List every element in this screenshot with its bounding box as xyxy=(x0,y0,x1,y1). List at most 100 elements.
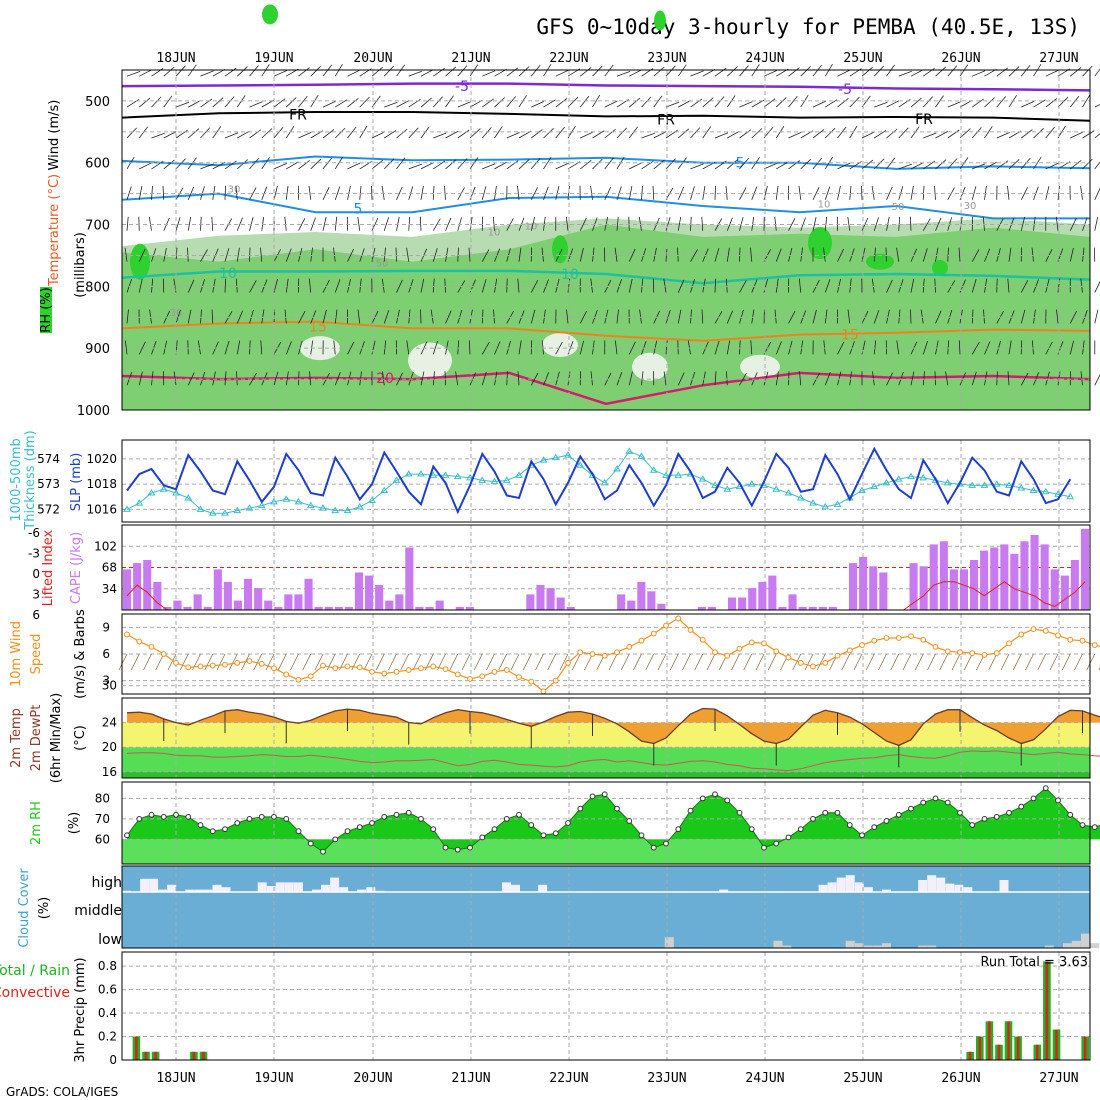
wind10m-barb xyxy=(816,653,826,671)
thickness-line-marker xyxy=(772,485,781,492)
wind-barb xyxy=(1045,371,1050,386)
wind-barb xyxy=(530,372,539,386)
wind-barb xyxy=(972,98,984,108)
upper-air-y-tick: 700 xyxy=(85,219,110,234)
wind-barb xyxy=(494,126,503,139)
wind10m-barb xyxy=(167,653,177,671)
wind10m-barb xyxy=(939,653,949,671)
rh2m-line-marker xyxy=(883,818,890,824)
wind-barb xyxy=(469,99,483,108)
wind-barb xyxy=(812,157,823,170)
cape-bar xyxy=(536,585,545,610)
temp2m-line xyxy=(126,707,1100,747)
lifted-y-tick: 0 xyxy=(32,567,40,581)
wind-barb xyxy=(543,309,546,324)
wind-barb xyxy=(396,372,403,386)
lifted-y-tick: 3 xyxy=(32,588,40,602)
wind-barb xyxy=(665,101,680,108)
rh2m-line-marker xyxy=(589,793,596,800)
rh2m-line-marker xyxy=(528,822,535,828)
cape-bar xyxy=(213,569,222,610)
wind10m-barb xyxy=(498,653,508,671)
wind-barb xyxy=(726,247,730,262)
precip-y-tick: 0.2 xyxy=(98,1030,117,1044)
wind-barb xyxy=(298,218,306,231)
wind-y-tick: 9 xyxy=(102,620,110,634)
cape-bar xyxy=(334,606,343,610)
wind-barb xyxy=(285,248,292,262)
cloud-low-bar xyxy=(872,945,882,948)
wind-barb xyxy=(151,160,164,170)
wind10m-line-marker xyxy=(454,671,461,678)
wind10m-line-marker xyxy=(993,650,1000,657)
thickness-line-marker xyxy=(747,480,756,487)
rh2m-line-marker xyxy=(859,832,865,839)
contour-label: 15 xyxy=(841,328,859,344)
wind-barb xyxy=(604,157,614,170)
contour-label: 30 xyxy=(964,201,977,212)
wind-barb xyxy=(690,186,695,200)
wind-barb xyxy=(935,66,947,77)
precip-y-tick: 0.8 xyxy=(98,959,117,973)
wind-barb xyxy=(823,340,826,355)
wind-barb xyxy=(775,341,782,355)
cloud-high-bar xyxy=(284,882,294,892)
wind-barb xyxy=(886,309,890,324)
precip-y-tick: 0 xyxy=(109,1053,117,1067)
wind10m-line-marker xyxy=(932,643,939,650)
wind-barb xyxy=(592,247,595,262)
rh-gap xyxy=(632,352,668,381)
axis-label-cloud-unit: (%) xyxy=(37,897,52,920)
wind10m-barb xyxy=(988,653,998,671)
wind-barb xyxy=(824,216,828,231)
wind-barb xyxy=(677,309,682,324)
wind-barb xyxy=(604,100,618,108)
cape-bar xyxy=(465,606,474,610)
date-label-bottom: 22JUN xyxy=(549,1071,588,1086)
wind10m-line-marker xyxy=(369,668,375,675)
wind-barb xyxy=(420,97,432,108)
axis-label-wind: Wind (m/s) xyxy=(47,100,62,171)
cloud-high-bar xyxy=(293,882,303,892)
wind-barb xyxy=(982,216,985,231)
wind-barb xyxy=(1020,65,1031,77)
cloud-high-bar xyxy=(945,883,955,892)
wind-barb xyxy=(494,341,501,355)
wind-barb xyxy=(739,217,744,231)
wind-barb xyxy=(579,310,587,324)
rh2m-y-tick: 70 xyxy=(95,812,110,826)
wind10m-barb xyxy=(645,653,655,671)
wind-barb xyxy=(163,159,175,170)
wind-barb xyxy=(432,340,438,355)
cape-bar xyxy=(415,606,424,610)
wind-barb xyxy=(555,126,565,139)
cloud-high-bar xyxy=(845,875,855,892)
upper-air-y-tick: 800 xyxy=(85,280,110,295)
temp2m-warm-fill xyxy=(127,708,1100,746)
cape-bar xyxy=(939,541,948,611)
temp2m-y-tick: 30 xyxy=(102,679,117,693)
date-label-top: 25JUN xyxy=(843,51,882,66)
wind-barb xyxy=(910,97,922,108)
wind-barb xyxy=(641,371,644,386)
precip-convective-bar xyxy=(1036,1044,1039,1060)
wind-barb xyxy=(935,159,947,170)
wind-barb xyxy=(1082,158,1093,170)
wind-barb xyxy=(984,185,987,200)
thickness-line-marker xyxy=(417,470,425,477)
precip-convective-bar xyxy=(144,1051,148,1060)
wind10m-line-marker xyxy=(944,648,951,655)
wind-barb xyxy=(763,70,777,77)
wind-barb xyxy=(383,310,390,324)
rh2m-line-marker xyxy=(344,828,351,835)
precip-convective-bar xyxy=(154,1051,157,1060)
wind-barb xyxy=(788,310,796,324)
wind-barb xyxy=(812,129,825,139)
temp-contour-ten xyxy=(121,269,1091,285)
thickness-line-marker xyxy=(172,489,180,496)
upper-air-y-tick: 900 xyxy=(85,342,110,357)
wind-barb xyxy=(702,371,706,386)
wind-barb xyxy=(702,185,706,200)
wind10m-barb xyxy=(559,653,569,671)
precip-convective-bar xyxy=(1045,961,1049,1060)
